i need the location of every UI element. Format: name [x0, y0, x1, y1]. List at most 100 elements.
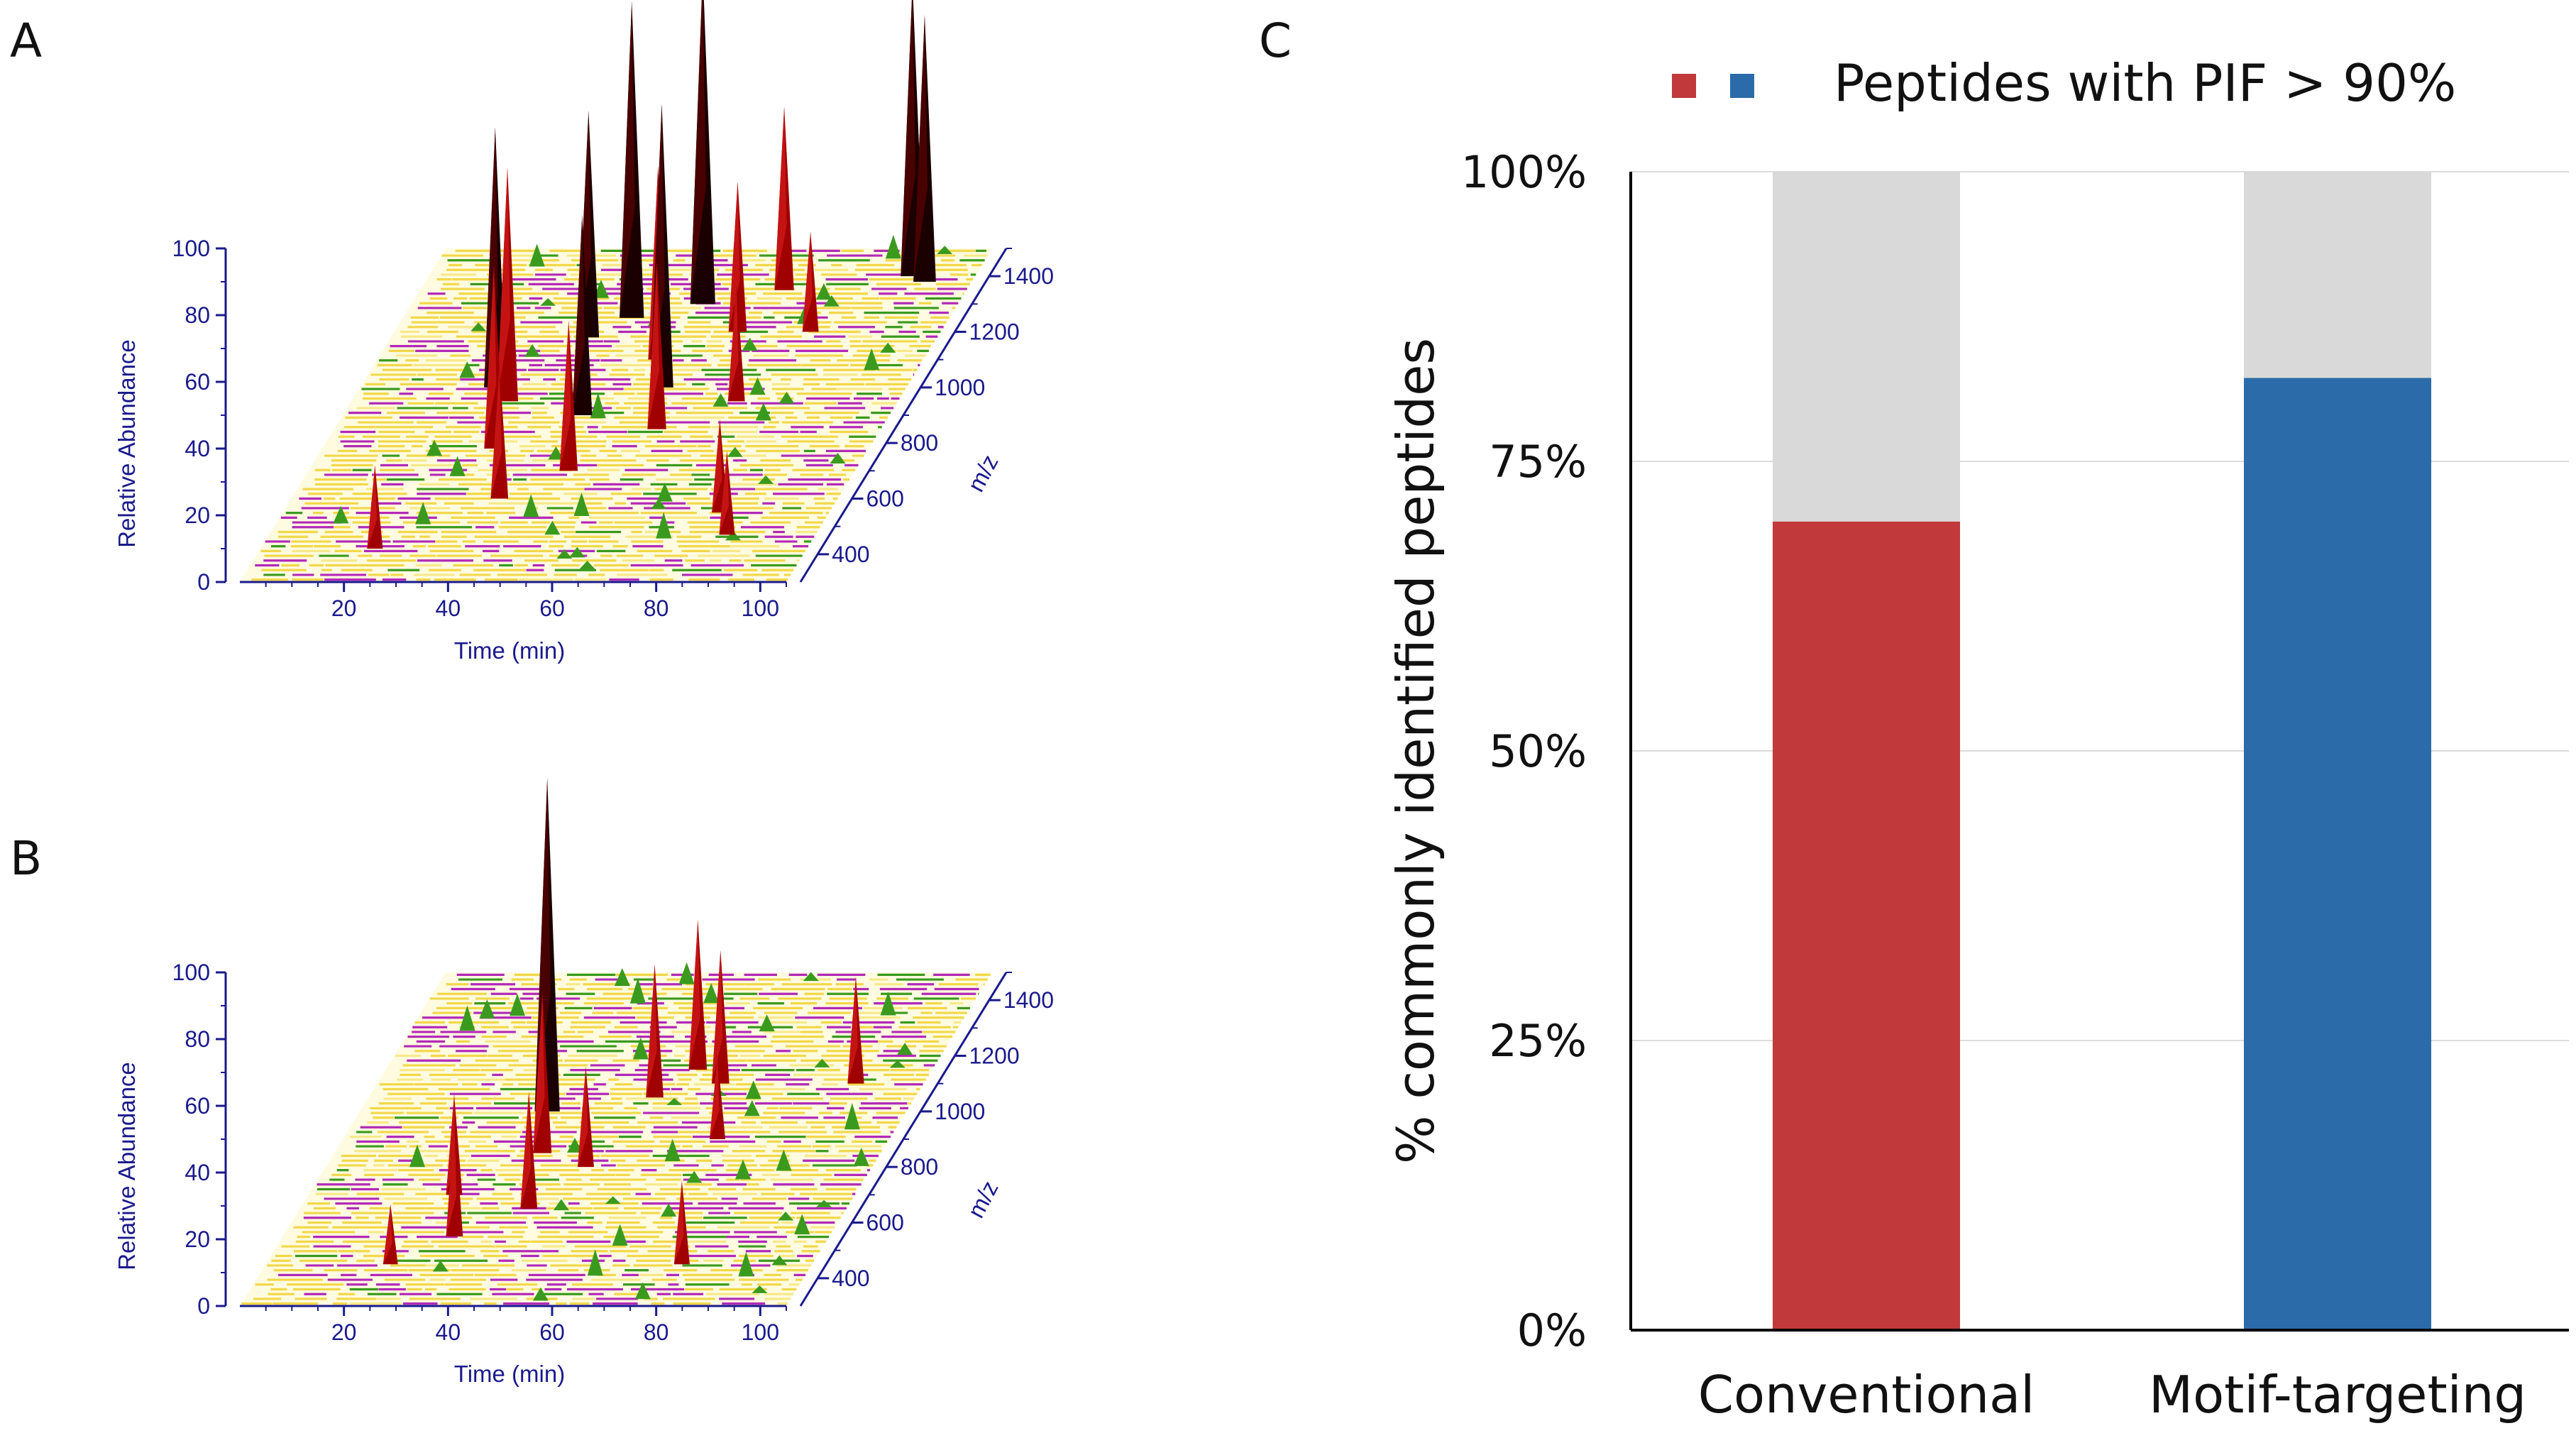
minor-peak — [634, 1282, 651, 1300]
x-tick-label: 80 — [644, 595, 669, 621]
x-tick-label: 20 — [331, 595, 357, 621]
peak-highlight — [901, 0, 915, 277]
minor-peak — [864, 348, 880, 371]
z-tick-label: 1000 — [935, 1099, 985, 1124]
x-tick-label: 80 — [644, 1319, 669, 1345]
minor-peak — [656, 512, 672, 539]
minor-peak — [544, 520, 561, 535]
peak-highlight — [847, 977, 858, 1084]
panel-label-c: C — [1259, 13, 1292, 68]
minor-peak — [815, 282, 832, 300]
z-tick-label: 1000 — [935, 375, 985, 400]
minor-peak — [510, 993, 526, 1016]
minor-peak — [664, 1138, 681, 1161]
x-tick-label: 40 — [436, 1319, 461, 1345]
minor-peak — [523, 494, 539, 517]
panel-c-category-conventional: Conventional — [1698, 1365, 2035, 1425]
minor-peak — [880, 991, 896, 1016]
legend-swatch-conventional — [1672, 74, 1696, 98]
bar-remainder-motif-targeting — [2244, 172, 2431, 378]
peak-highlight — [774, 106, 787, 290]
y-tick-label: 40 — [185, 436, 210, 461]
minor-peak — [479, 999, 495, 1019]
minor-peak — [532, 1287, 549, 1301]
minor-peak — [569, 547, 585, 558]
minor-peak — [727, 446, 743, 457]
peak-highlight — [647, 262, 659, 429]
peak-highlight — [572, 215, 585, 415]
panel-a-3d-chart: 20 40 60 80 10002040608010040060080010001200… — [114, 0, 1054, 664]
minor-peak — [735, 1159, 752, 1180]
peak-highlight — [382, 1204, 392, 1265]
z-tick-label: 1400 — [1003, 987, 1054, 1013]
z-tick-label: 800 — [901, 430, 938, 456]
z-tick-label: 600 — [866, 1210, 904, 1236]
peak-highlight — [578, 1067, 588, 1168]
y-tick-label: 80 — [185, 302, 210, 328]
minor-peak — [752, 1285, 768, 1293]
legend-swatch-motif — [1730, 74, 1754, 98]
panel-c-category-motif-targeting: Motif-targeting — [2149, 1365, 2526, 1425]
minor-peak — [778, 1212, 794, 1221]
peak-highlight — [533, 992, 545, 1153]
x-tick-label: 40 — [436, 595, 461, 621]
z-tick-label: 600 — [866, 486, 904, 512]
minor-peak — [814, 1058, 830, 1067]
minor-peak — [540, 298, 556, 306]
peak-highlight — [673, 1180, 684, 1265]
y-tick-label: 0 — [197, 569, 210, 595]
x-tick-label: 60 — [539, 595, 565, 621]
minor-peak — [738, 1251, 754, 1277]
y-tick-label: 100 — [172, 236, 210, 261]
peak-highlight — [728, 182, 740, 332]
minor-peak — [529, 243, 545, 267]
peak-highlight — [446, 1119, 457, 1237]
panel-a-surface — [240, 234, 992, 582]
minor-peak — [590, 393, 606, 419]
peak-highlight — [534, 777, 551, 1112]
minor-peak — [686, 1170, 703, 1183]
minor-peak — [524, 344, 541, 357]
minor-peak — [749, 377, 766, 395]
y-tick-label: 40 — [185, 1160, 210, 1185]
minor-peak — [593, 280, 610, 298]
y-tick-label: 0% — [1517, 1305, 1587, 1356]
minor-peak — [548, 446, 564, 460]
x-tick-label: 100 — [742, 1319, 779, 1345]
x-tick-label: 100 — [742, 595, 779, 621]
y-tick-label: 100 — [172, 960, 210, 985]
panel-c-legend-label: Peptides with PIF > 90% — [1834, 53, 2456, 113]
z-tick-label: 1200 — [969, 319, 1020, 345]
minor-peak — [614, 967, 630, 987]
minor-peak — [470, 322, 487, 331]
minor-peak — [776, 1149, 792, 1171]
peak-highlight — [484, 127, 498, 388]
peak-highlight — [712, 950, 723, 1084]
minor-peak — [656, 483, 673, 502]
panel-b-y-axis-label: Relative Abundance — [114, 1062, 140, 1270]
minor-peak — [651, 499, 667, 510]
minor-peak — [830, 452, 846, 463]
peak-highlight — [620, 1, 635, 318]
minor-peak — [759, 1014, 775, 1032]
y-tick-label: 75% — [1489, 436, 1587, 488]
panel-c-y-ticks: 0% 25% 50% 75% 100% — [1461, 146, 1587, 1356]
minor-peak — [803, 972, 819, 982]
panel-a-z-axis-label: m/z — [962, 450, 1003, 495]
minor-peak — [629, 977, 646, 1004]
y-tick-label: 50% — [1489, 725, 1587, 777]
peak-highlight — [913, 15, 928, 282]
peak-highlight — [559, 320, 571, 471]
minor-peak — [605, 1196, 621, 1204]
minor-peak — [415, 502, 431, 525]
minor-peak — [794, 1214, 810, 1235]
minor-peak — [432, 1261, 448, 1272]
minor-peak — [889, 1060, 906, 1068]
panel-b-axes: 20 40 60 80 10002040608010040060080010001200… — [172, 960, 1054, 1345]
peak-highlight — [446, 1094, 456, 1195]
panel-b-z-axis-label: m/z — [962, 1176, 1003, 1222]
minor-peak — [771, 1255, 788, 1266]
minor-peak — [567, 1138, 583, 1153]
minor-peak — [745, 1080, 761, 1099]
